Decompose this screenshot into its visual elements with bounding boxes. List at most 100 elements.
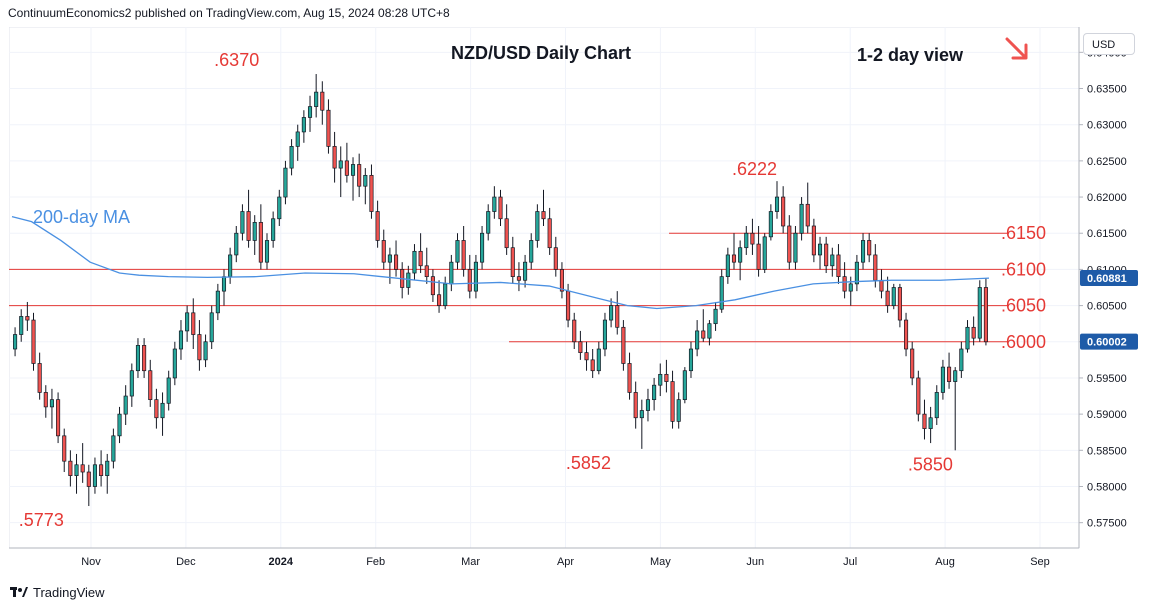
candle xyxy=(25,301,30,331)
candle xyxy=(965,320,970,353)
candle-body xyxy=(977,287,982,339)
x-axis[interactable]: Nov Dec 2024 Feb Mar Apr May Jun Jul Aug Sep xyxy=(9,547,1079,568)
candle xyxy=(246,189,251,248)
candle xyxy=(744,225,749,255)
candle-body xyxy=(867,240,872,256)
candle xyxy=(529,233,534,270)
candle xyxy=(283,160,288,205)
chart-canvas[interactable]: .6150 .6100 .6050 .6000 .6370 .5773 .5852 .6222… xyxy=(9,27,1139,575)
attribution-text: ContinuumEconomics2 published on Trading… xyxy=(8,6,450,20)
candle-body xyxy=(129,370,134,397)
candle-body xyxy=(492,196,497,212)
candle-body xyxy=(566,290,571,321)
x-tick-label: Jul xyxy=(843,556,857,568)
candle xyxy=(572,312,577,350)
candle-body xyxy=(510,247,515,277)
candle xyxy=(209,305,214,350)
labels-layer: .6150 .6100 .6050 .6000 .6370 .5773 .5852 .6222… xyxy=(19,50,1046,530)
candle-body xyxy=(301,117,306,133)
candle-body xyxy=(928,417,933,429)
candle-body xyxy=(719,276,724,310)
candle-body xyxy=(953,370,958,382)
candle xyxy=(633,381,638,429)
candle xyxy=(461,225,466,277)
candle-body xyxy=(744,232,749,249)
candle xyxy=(307,95,313,132)
candle xyxy=(719,269,724,313)
candle-body xyxy=(191,312,196,335)
tradingview-logo[interactable]: TradingView xyxy=(10,585,105,600)
candle xyxy=(756,225,761,277)
candle-body xyxy=(148,370,153,401)
candle-body xyxy=(406,272,411,288)
candle xyxy=(891,283,896,310)
candle-body xyxy=(670,381,675,422)
x-tick-label: Dec xyxy=(176,556,196,568)
candle xyxy=(43,385,48,418)
y-tick-label: 0.58000 xyxy=(1087,481,1127,493)
candle xyxy=(277,189,282,226)
down-arrow-icon xyxy=(1005,37,1028,60)
candle xyxy=(412,244,417,281)
candle-body xyxy=(74,464,79,476)
candle xyxy=(424,247,429,284)
candle-body xyxy=(430,276,435,296)
y-tick-label: 0.59500 xyxy=(1087,373,1127,385)
candle-body xyxy=(234,232,239,256)
candle xyxy=(805,182,810,234)
candle xyxy=(535,204,540,248)
candle xyxy=(178,320,184,360)
y-axis[interactable]: 0.640000.635000.630000.625000.620000.615… xyxy=(1078,27,1138,548)
candle-body xyxy=(824,243,829,267)
y-tick-label: 0.62500 xyxy=(1087,156,1127,168)
candle-body xyxy=(166,377,171,404)
candle xyxy=(590,349,595,378)
candle xyxy=(516,262,521,292)
candle xyxy=(111,428,116,469)
candle xyxy=(357,153,362,198)
candle-body xyxy=(289,146,294,169)
candle xyxy=(154,388,159,429)
candle-body xyxy=(799,203,804,234)
candle xyxy=(80,443,85,483)
candle xyxy=(867,233,872,263)
candle-body xyxy=(811,225,816,256)
candle xyxy=(295,124,300,161)
candle-body xyxy=(572,319,577,343)
candle-body xyxy=(885,290,890,306)
price-annotation: .6370 xyxy=(214,50,259,70)
x-tick-label: 2024 xyxy=(269,556,294,568)
candle xyxy=(621,320,626,371)
candle-body xyxy=(664,373,669,382)
candle-body xyxy=(541,211,546,220)
candle xyxy=(854,254,859,292)
candle-body xyxy=(516,276,521,281)
candle xyxy=(19,309,24,342)
candle xyxy=(37,352,42,400)
candle-body xyxy=(676,399,681,422)
candle xyxy=(172,341,177,386)
candle xyxy=(467,254,472,299)
candle xyxy=(652,377,657,411)
candle xyxy=(596,341,601,375)
candle xyxy=(332,131,337,183)
candle-body xyxy=(86,471,91,487)
candle-body xyxy=(504,218,509,249)
candle-body xyxy=(271,218,276,241)
candle-body xyxy=(314,91,319,107)
candle xyxy=(836,244,841,284)
candle xyxy=(326,99,331,154)
candle xyxy=(252,215,257,255)
level-label: .6050 xyxy=(1001,296,1046,316)
candle-body xyxy=(80,464,85,473)
candle xyxy=(578,330,583,360)
candle xyxy=(762,233,767,274)
candle xyxy=(688,341,694,378)
y-tick-label: 0.57500 xyxy=(1087,518,1127,530)
currency-button[interactable]: USD xyxy=(1083,33,1135,55)
level-label: .6100 xyxy=(1001,259,1046,279)
y-tick-label: 0.58500 xyxy=(1087,445,1127,457)
candle-body xyxy=(56,399,61,437)
ma-label: 200-day MA xyxy=(33,207,130,227)
candle xyxy=(602,312,607,357)
